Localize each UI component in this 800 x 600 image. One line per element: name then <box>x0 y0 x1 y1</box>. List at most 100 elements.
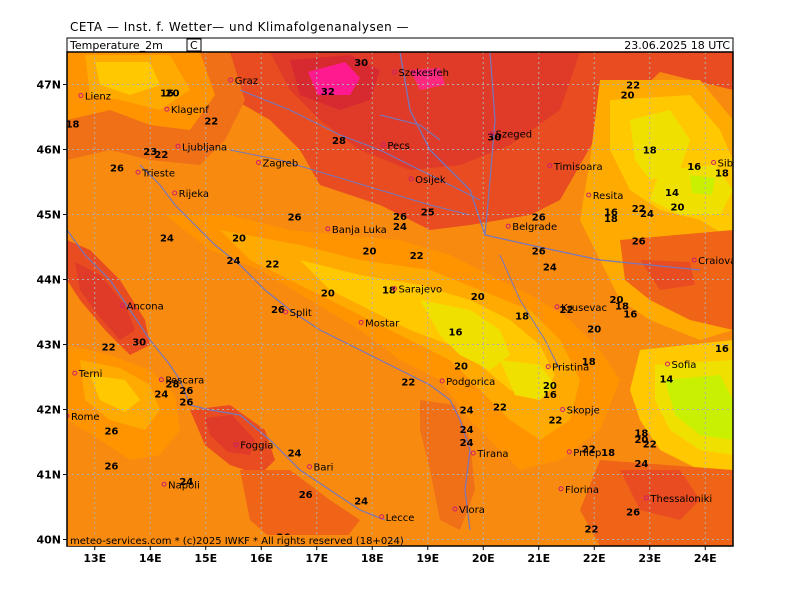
city-marker <box>161 481 167 487</box>
contour-label: 18 <box>601 448 615 459</box>
city-label: Banja Luka <box>332 225 387 236</box>
contour-label: 26 <box>179 386 193 397</box>
city-label: Prilep <box>573 448 601 459</box>
zone-albania-24 <box>420 400 475 530</box>
contour-label: 18 <box>66 120 80 131</box>
city-marker <box>164 106 170 112</box>
contour-label: 24 <box>393 222 407 233</box>
contour-label: 14 <box>659 374 673 385</box>
contour-label: 20 <box>165 88 179 99</box>
contour-label: 24 <box>288 448 302 459</box>
city-label: Mostar <box>365 318 400 329</box>
contour-label: 18 <box>715 168 729 179</box>
city-marker <box>172 190 178 196</box>
contour-label: 22 <box>204 116 218 127</box>
city-marker <box>67 413 70 419</box>
contour-label: 24 <box>460 425 474 436</box>
valid-time: 23.06.2025 18 UTC <box>624 39 730 52</box>
tick-label-lon: 19E <box>416 552 439 565</box>
zone-foggia-30 <box>205 415 255 455</box>
contour-label: 26 <box>110 164 124 175</box>
unit-label: C <box>190 39 198 52</box>
contour-label: 26 <box>532 212 546 223</box>
contour-label: 22 <box>626 81 640 92</box>
city-marker <box>489 130 495 136</box>
zone-bulgaria-14 <box>665 375 733 440</box>
contour-label: 26 <box>271 305 285 316</box>
contour-label: 22 <box>401 378 415 389</box>
contour-label: 18 <box>382 285 396 296</box>
contour-label: 22 <box>548 415 562 426</box>
contour-label: 26 <box>104 426 118 437</box>
contour-label: 16 <box>715 344 729 355</box>
contour-label: 18 <box>634 428 648 439</box>
city-marker <box>307 464 313 470</box>
tick-label-lat: 40N <box>36 534 61 547</box>
tick-label-lon: 18E <box>361 552 384 565</box>
contour-label: 16 <box>543 390 557 401</box>
city-label: Resita <box>593 191 624 202</box>
city-label: Split <box>290 308 312 319</box>
contour-label: 26 <box>179 398 193 409</box>
latitude-ticks: 40N 41N 42N 43N 44N 45N 46N 47N <box>36 79 67 547</box>
sava-river <box>229 149 471 216</box>
city-marker <box>391 286 397 292</box>
city-label: Ljubljana <box>182 142 227 153</box>
city-marker <box>547 163 553 169</box>
contour-label: 14 <box>665 188 679 199</box>
tick-label-lon: 15E <box>194 552 217 565</box>
contour-label: 18 <box>604 214 618 225</box>
tick-label-lat: 47N <box>36 79 61 92</box>
plot-frame <box>66 51 734 547</box>
contour-label: 20 <box>321 289 335 300</box>
contour-label: 24 <box>460 438 474 449</box>
contour-label: 22 <box>560 305 574 316</box>
city-marker <box>380 142 386 148</box>
zone-balkan-20 <box>220 230 580 440</box>
city-label: Lienz <box>85 92 111 103</box>
tick-label-lat: 44N <box>36 274 61 287</box>
contour-label: 24 <box>640 209 654 220</box>
city-label: Osijek <box>415 175 446 186</box>
zone-apennine-18 <box>90 375 140 412</box>
contour-label: 26 <box>532 246 546 257</box>
contour-label: 20 <box>543 381 557 392</box>
city-marker <box>158 377 164 383</box>
city-marker <box>452 506 458 512</box>
city-marker <box>505 223 511 229</box>
drava-river <box>239 89 481 201</box>
contour-label: 16 <box>687 162 701 173</box>
contour-label: 20 <box>609 295 623 306</box>
city-label: Foggia <box>240 441 273 452</box>
city-label: Szekesfeh <box>398 68 449 79</box>
city-marker <box>470 450 476 456</box>
city-label: Florina <box>565 485 599 496</box>
contour-label: 30 <box>354 58 368 69</box>
tick-label-lon: 23E <box>638 552 661 565</box>
city-label: Bari <box>314 463 334 474</box>
city-marker <box>120 303 125 308</box>
contour-label: 18 <box>615 302 629 313</box>
tick-label-lon: 16E <box>250 552 273 565</box>
city-marker <box>135 169 141 175</box>
city-label: Klagenf <box>171 105 209 116</box>
contour-label: 22 <box>632 204 646 215</box>
zone-carpathian-14 <box>690 175 715 195</box>
city-marker <box>545 364 551 370</box>
zone-alps-18 <box>95 62 160 95</box>
contour-label: 28 <box>332 136 346 147</box>
city-marker <box>379 514 385 520</box>
contour-label: 20 <box>587 324 601 335</box>
city-label: Trieste <box>141 168 175 179</box>
tick-label-lon: 22E <box>583 552 606 565</box>
contour-label: 18 <box>515 311 529 322</box>
city-label: Craiova <box>698 256 736 267</box>
city-label: Pescara <box>165 376 204 387</box>
zone-32 <box>308 62 360 95</box>
city-marker <box>558 486 564 492</box>
contour-label: 24 <box>154 389 168 400</box>
contour-label: 18 <box>643 146 657 157</box>
tick-label-lon: 21E <box>527 552 550 565</box>
